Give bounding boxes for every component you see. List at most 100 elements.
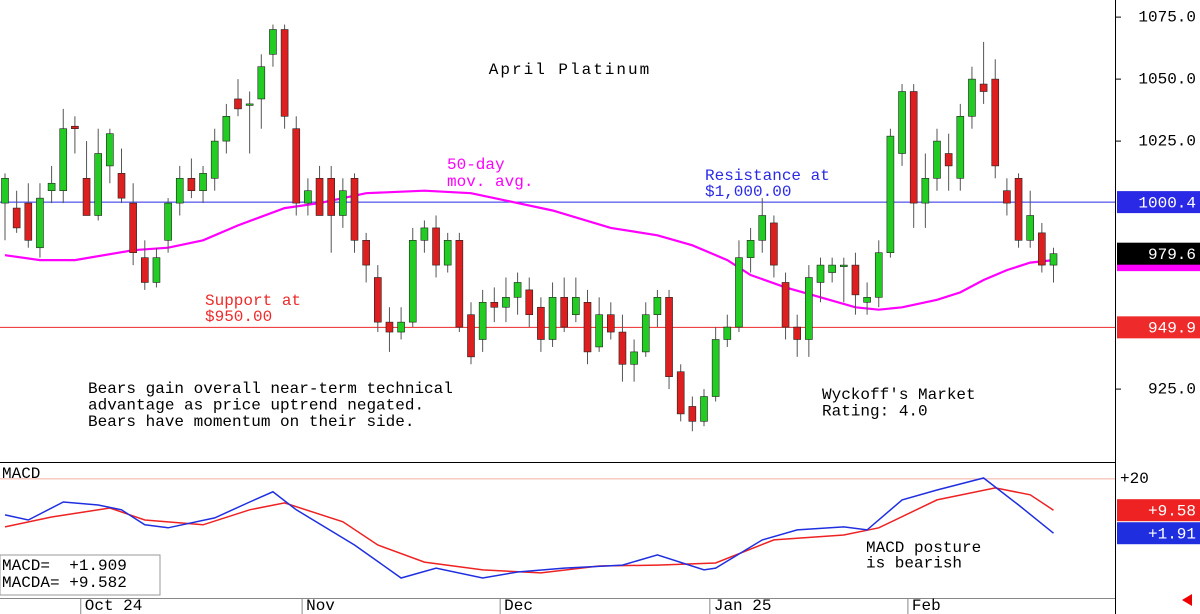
candle-body [758,215,767,241]
candle-body [944,153,953,167]
candle-body [711,339,720,397]
scroll-arrow[interactable] [1182,594,1192,606]
candle-body [71,125,79,130]
candle-body [490,301,499,308]
candle-body [408,239,417,323]
candle-body [1014,178,1023,241]
candle-body [1049,253,1058,266]
candle-body [467,314,475,358]
macd-badge [1117,522,1200,545]
x-tick-label: Oct 24 [85,597,143,614]
candle-body [991,78,1000,167]
candle-body [805,277,813,340]
last-price-badge-label: 979.6 [1148,246,1196,264]
annotation: MACD posture [866,539,981,557]
candle-body [781,282,790,328]
candle-body [24,202,33,241]
annotation: is bearish [866,555,962,573]
candle-body [909,91,918,204]
candle-body [210,140,219,179]
readout: MACDA= +9.582 [2,574,127,592]
candle-body [723,326,732,340]
x-tick-label: Dec [504,597,533,614]
moving-average [4,189,1054,311]
candle-body [315,178,324,216]
candle-body [432,227,440,266]
candle-body [94,153,102,216]
candle-body [82,178,91,216]
annotation: advantage as price uptrend negated. [88,397,424,415]
candle-body [665,297,673,377]
candle-body [175,178,184,204]
candle-body [548,297,557,340]
candle-body [373,277,382,323]
candle-body [304,190,312,204]
x-tick-label: Feb [912,597,941,614]
candle-body [746,239,755,258]
candle-body [350,178,359,241]
candle-body [292,128,301,204]
candle-body [269,29,277,55]
candle-body [572,297,580,315]
candle-body [1038,232,1046,266]
y-tick-label: 1050.0 [1138,70,1196,88]
candle-body [222,116,231,142]
candle-body [874,252,883,298]
candle-body [362,239,370,266]
candle-body [583,301,592,353]
annotation: Bears gain overall near-term technical [88,380,453,398]
candle-body [921,178,930,204]
candle-body [36,197,44,249]
support-badge-label: 949.9 [1148,320,1196,338]
candle-body [735,257,743,328]
y-tick-label: 925.0 [1148,380,1196,398]
candle-body [979,83,988,92]
ma-label: 50-day [447,156,505,174]
readout-box [0,554,161,596]
resistance-badge [1117,191,1200,214]
candle-body [502,297,510,308]
x-tick-label: Jan 25 [714,597,772,614]
candle-body [478,301,487,340]
y-tick-label: +20 [1120,470,1149,488]
candle-body [397,321,405,333]
macd-line [4,487,1054,574]
candle-body [839,264,848,267]
candle-body [816,264,825,283]
candle-body [257,66,266,100]
macd-badge-label: +9.58 [1148,502,1196,520]
candle-body [560,297,569,328]
panel-title: MACD [2,465,40,483]
candle-body [863,297,871,303]
candle-body [47,182,56,192]
annotation: Rating: 4.0 [822,403,928,421]
candle-body [1,178,9,204]
candle-body [828,264,836,273]
resistance-badge-label: 1000.4 [1138,194,1196,212]
candle-body [12,207,21,229]
candle-body [513,282,522,298]
resistance-text: $1,000.00 [705,183,791,201]
ma-label: mov. avg. [447,173,533,191]
candle-body [641,314,650,353]
candle-body [770,222,778,266]
candle-body [164,202,172,241]
candle-body [443,239,452,266]
candle-body [327,178,336,216]
candle-body [968,78,976,117]
candle-body [245,103,254,106]
macd-badge-label: +1.91 [1148,525,1196,543]
candle-body [420,227,429,241]
candle-body [385,321,394,333]
candle-body [630,351,638,365]
candle-body [886,135,895,253]
macd-line [4,477,1054,579]
candle-body [676,371,685,415]
annotation: Bears have momentum on their side. [88,413,414,431]
candle-body [59,128,68,192]
candle-body [1003,190,1011,204]
candle-body [117,173,126,199]
candle-body [933,140,941,179]
